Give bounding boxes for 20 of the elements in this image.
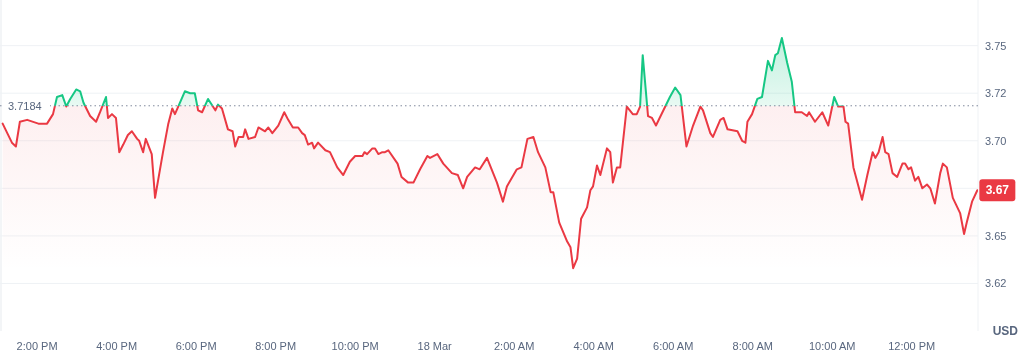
y-tick-label: 3.70 <box>985 134 1007 147</box>
x-tick-label: 4:00 AM <box>573 340 614 352</box>
x-tick-label: 12:00 PM <box>888 340 936 352</box>
x-tick-label: 6:00 PM <box>175 340 217 352</box>
ref-line-label: 3.7184 <box>8 99 42 112</box>
y-axis-title: USD <box>992 324 1019 338</box>
x-tick-label: 6:00 AM <box>653 340 694 352</box>
x-tick-label: 4:00 PM <box>96 340 138 352</box>
x-tick-label: 2:00 PM <box>16 340 58 352</box>
text: 3.67 <box>985 183 1010 198</box>
y-tick-label: 3.62 <box>985 277 1007 290</box>
x-tick-label: 10:00 AM <box>808 340 856 352</box>
y-tick-label: 3.65 <box>985 229 1007 242</box>
y-tick-label: 3.72 <box>985 87 1007 100</box>
x-tick-label: 10:00 PM <box>331 340 379 352</box>
x-tick-label: 18 Mar <box>417 340 453 352</box>
x-tick-label: 8:00 AM <box>732 340 773 352</box>
y-tick-label: 3.75 <box>985 39 1007 52</box>
x-tick-label: 8:00 PM <box>255 340 297 352</box>
x-tick-label: 2:00 AM <box>494 340 535 352</box>
